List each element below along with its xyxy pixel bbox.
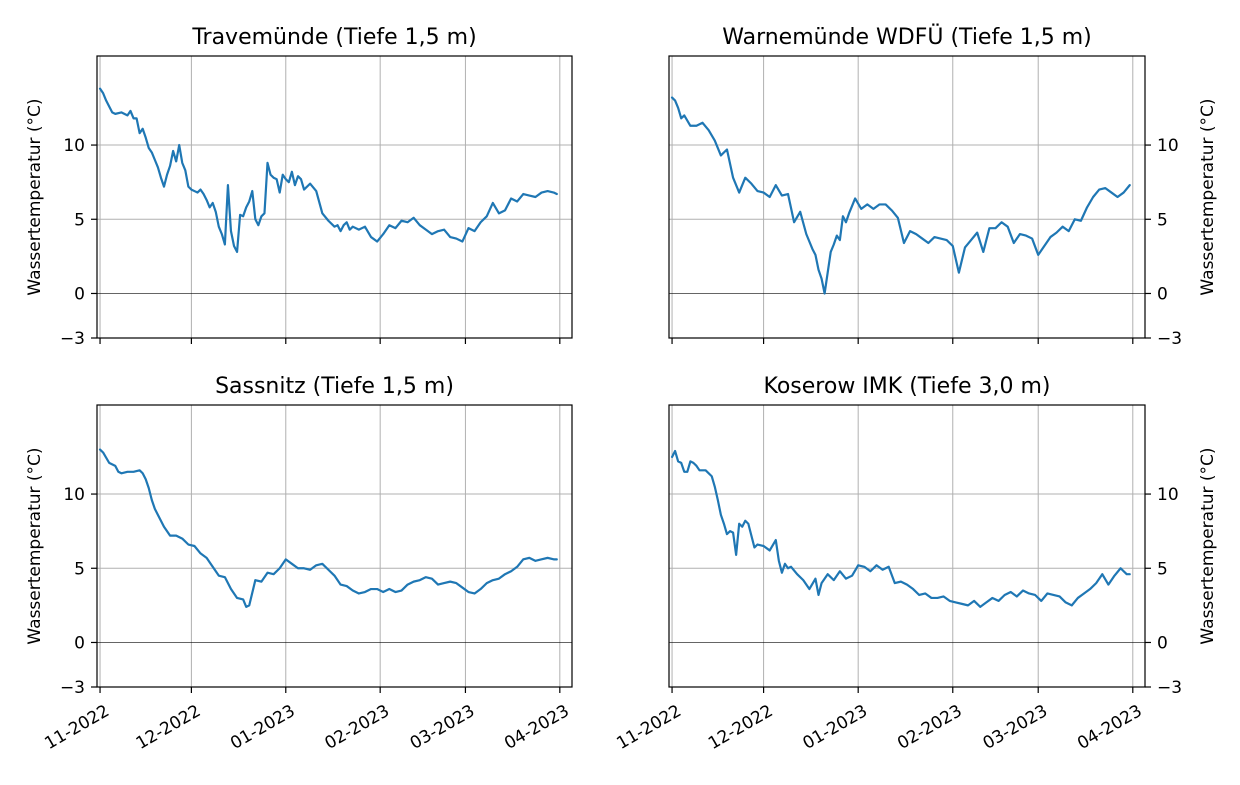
chart-title: Sassnitz (Tiefe 1,5 m) — [215, 374, 454, 399]
x-tick-label: 04-2023 — [1074, 701, 1146, 754]
plot-frame — [96, 404, 573, 688]
y-tick-label: 0 — [74, 633, 85, 653]
y-tick-label: −3 — [1157, 329, 1182, 349]
y-axis-label: Wassertemperatur (°C) — [25, 98, 45, 295]
subplot-3: −3 0 5 10 11-2022 12-2022 01-2023 02-2023 03-202… — [25, 374, 573, 754]
series-line — [98, 87, 558, 254]
chart-title: Koserow IMK (Tiefe 3,0 m) — [764, 374, 1051, 399]
subplot-1: −3 0 5 10 Travemünde (Tiefe 1,5 m) Wassertemp… — [25, 25, 573, 349]
series-line — [670, 449, 1131, 608]
y-tick-label: 0 — [74, 284, 85, 304]
y-tick-label: 10 — [1157, 136, 1179, 156]
y-axis-label: Wassertemperatur (°C) — [1198, 447, 1218, 644]
x-tick-label: 03-2023 — [980, 701, 1052, 754]
y-tick-label: −3 — [1157, 678, 1182, 698]
y-tick-label: 5 — [74, 559, 85, 579]
plot-frame — [96, 55, 573, 339]
chart-title: Warnemünde WDFÜ (Tiefe 1,5 m) — [722, 24, 1091, 50]
x-tick-label: 11-2022 — [41, 701, 113, 754]
y-tick-label: 10 — [1157, 485, 1179, 505]
y-axis-label: Wassertemperatur (°C) — [1198, 98, 1218, 295]
x-tick-label: 12-2022 — [133, 701, 205, 754]
y-tick-label: 10 — [63, 485, 85, 505]
x-tick-label: 12-2022 — [705, 701, 777, 754]
y-axis-label: Wassertemperatur (°C) — [25, 447, 45, 644]
y-tick-label: −3 — [60, 678, 85, 698]
x-tick-label: 04-2023 — [501, 701, 573, 754]
plot-frame — [668, 55, 1146, 339]
y-tick-label: 10 — [63, 136, 85, 156]
subplot-4: −3 0 5 10 11-2022 12-2022 01-2023 02-2023 03-202… — [613, 374, 1218, 754]
series-line — [98, 448, 558, 608]
x-tick-label: 02-2023 — [322, 701, 394, 754]
y-tick-label: 5 — [74, 210, 85, 230]
chart-title: Travemünde (Tiefe 1,5 m) — [191, 25, 476, 50]
x-tick-label: 01-2023 — [800, 701, 872, 754]
y-tick-label: 5 — [1157, 210, 1168, 230]
x-tick-label: 03-2023 — [407, 701, 479, 754]
y-tick-label: 0 — [1157, 633, 1168, 653]
x-tick-label: 02-2023 — [894, 701, 966, 754]
plot-frame — [668, 404, 1146, 688]
series-line — [670, 96, 1131, 295]
y-tick-label: 5 — [1157, 559, 1168, 579]
subplot-2: −3 0 5 10 Warnemünde WDFÜ (Tiefe 1,5 m) Wasse… — [668, 24, 1218, 349]
x-tick-label: 01-2023 — [227, 701, 299, 754]
y-tick-label: −3 — [60, 329, 85, 349]
x-tick-label: 11-2022 — [613, 701, 685, 754]
y-tick-label: 0 — [1157, 284, 1168, 304]
